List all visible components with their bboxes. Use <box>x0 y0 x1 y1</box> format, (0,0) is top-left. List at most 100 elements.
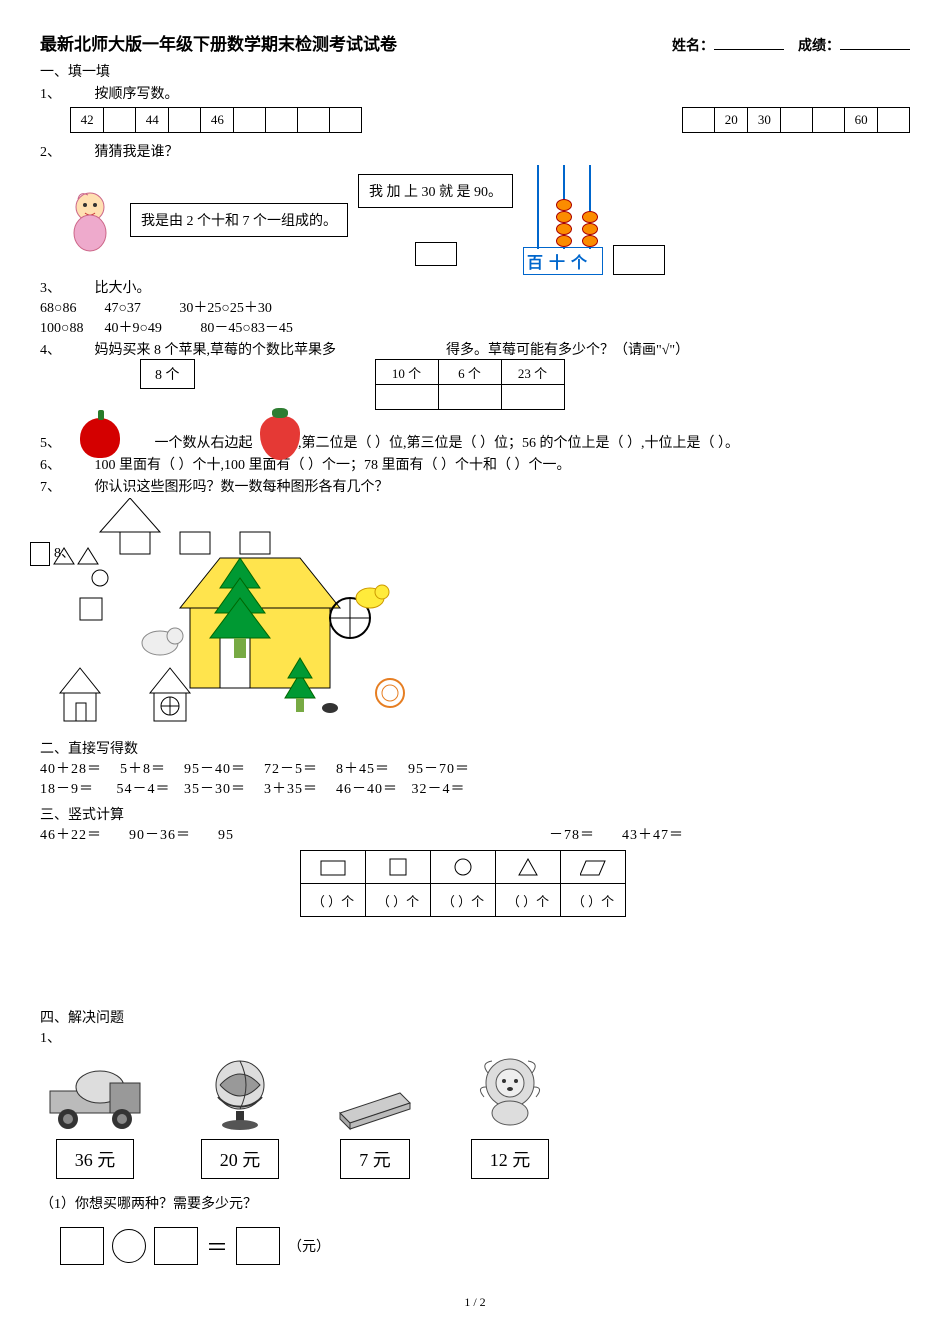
cell[interactable]: 46 <box>201 108 234 133</box>
eq-result[interactable] <box>236 1227 280 1265</box>
opt: 23 个 <box>501 360 564 385</box>
q1-text: 按顺序写数。 <box>95 87 179 102</box>
cell[interactable]: 42 <box>71 108 104 133</box>
opt: 10 个 <box>375 360 438 385</box>
q5: 5、 一个数从右边起（ ）位,第二位是（ ）位,第三位是（ ）位；56 的个位上… <box>40 432 910 452</box>
s2-row2[interactable]: 18－9＝ 54－4＝ 35－30＝ 3＋35＝ 46－40＝ 32－4＝ <box>40 778 910 798</box>
eq-op[interactable] <box>112 1229 146 1263</box>
item-lion: 12 元 <box>470 1053 550 1179</box>
q5-text[interactable]: 一个数从右边起（ ）位,第二位是（ ）位,第三位是（ ）位；56 的个位上是（ … <box>155 436 740 451</box>
q4-text-a: 妈妈买来 8 个苹果,草莓的个数比苹果多 <box>95 343 337 358</box>
count-cell[interactable]: （ ）个 <box>431 884 496 917</box>
price-row: 36 元 20 元 7 元 <box>40 1053 910 1179</box>
count-cell[interactable]: （ ）个 <box>301 884 366 917</box>
q3-line2[interactable]: 100○88 40＋9○49 80－45○83－45 <box>40 321 293 336</box>
q7: 7、 你认识这些图形吗？数一数每种图形各有几个？ <box>40 476 910 496</box>
q7-text: 你认识这些图形吗？数一数每种图形各有几个？ <box>95 480 389 495</box>
s3-eq[interactable]: 46＋22＝ 90－36＝ 95 －78＝ 43＋47＝ <box>40 824 684 844</box>
s4-q1-sub1: （1）你想买哪两种？需要多少元？ <box>40 1193 910 1213</box>
price-2: 20 元 <box>201 1139 280 1179</box>
square-icon <box>366 851 431 884</box>
q3-line1[interactable]: 68○86 47○37 30＋25○25＋30 <box>40 301 272 316</box>
cell[interactable]: 44 <box>136 108 169 133</box>
section-2-heading: 二、直接写得数 <box>40 738 910 758</box>
score-blank[interactable] <box>840 35 910 50</box>
eq-box1[interactable] <box>60 1227 104 1265</box>
parallelogram-icon <box>561 851 626 884</box>
cell[interactable] <box>330 108 362 133</box>
cell[interactable] <box>234 108 266 133</box>
opt-check[interactable] <box>438 385 501 410</box>
name-field: 姓名： 成绩： <box>672 35 910 55</box>
cell[interactable] <box>813 108 845 133</box>
q3-num: 3、 <box>40 281 61 296</box>
s2-row1[interactable]: 40＋28＝ 5＋8＝ 95－40＝ 72－5＝ 8＋45＝ 95－70＝ <box>40 758 910 778</box>
name-blank[interactable] <box>714 35 784 50</box>
count-cell[interactable]: （ ）个 <box>561 884 626 917</box>
equation-row[interactable]: ＝ （元） <box>60 1227 910 1265</box>
cell[interactable]: 30 <box>748 108 781 133</box>
q6: 6、 100 里面有（ ）个十,100 里面有（ ）个一；78 里面有（ ）个十… <box>40 454 910 474</box>
q2-abacus-answer[interactable] <box>613 245 665 275</box>
rect-icon <box>301 851 366 884</box>
price-4: 12 元 <box>471 1139 550 1179</box>
q6-num: 6、 <box>40 458 61 473</box>
price-3: 7 元 <box>340 1139 410 1179</box>
opt: 6 个 <box>438 360 501 385</box>
section-3: 三、竖式计算 46＋22＝ 90－36＝ 95 －78＝ 43＋47＝ <box>40 804 910 917</box>
eq-box2[interactable] <box>154 1227 198 1265</box>
q3: 3、 比大小。 68○86 47○37 30＋25○25＋30 100○88 4… <box>40 277 910 337</box>
q2-bubble2: 我 加 上 30 就 是 90。 <box>358 174 513 208</box>
count-cell[interactable]: （ ）个 <box>366 884 431 917</box>
s4-q1-num: 1、 <box>40 1027 910 1047</box>
cell[interactable] <box>266 108 298 133</box>
price-1: 36 元 <box>56 1139 135 1179</box>
section-1: 一、填一填 1、 按顺序写数。 42 44 46 <box>40 61 910 728</box>
cell[interactable]: 60 <box>845 108 878 133</box>
cell[interactable] <box>781 108 813 133</box>
section-2: 二、直接写得数 40＋28＝ 5＋8＝ 95－40＝ 72－5＝ 8＋45＝ 9… <box>40 738 910 798</box>
q7-num: 7、 <box>40 480 61 495</box>
apple-count-label: 8 个 <box>140 359 195 389</box>
opt-check[interactable] <box>501 385 564 410</box>
opt-check[interactable] <box>375 385 438 410</box>
section-3-heading: 三、竖式计算 <box>40 804 910 824</box>
baby-icon <box>60 185 120 255</box>
shape-count-table[interactable]: （ ）个 （ ）个 （ ）个 （ ）个 （ ）个 <box>300 850 626 917</box>
q6-text[interactable]: 100 里面有（ ）个十,100 里面有（ ）个一；78 里面有（ ）个十和（ … <box>95 458 571 473</box>
section-1-heading: 一、填一填 <box>40 61 910 81</box>
cell[interactable] <box>298 108 330 133</box>
q2-text: 猜猜我是谁？ <box>95 145 179 160</box>
q2-answer2[interactable] <box>415 242 457 266</box>
q1-num: 1、 <box>40 87 61 102</box>
item-globe: 20 元 <box>200 1053 280 1179</box>
apple-icon <box>80 418 120 458</box>
count-cell[interactable]: （ ）个 <box>496 884 561 917</box>
item-truck: 36 元 <box>40 1063 150 1179</box>
q2: 2、 猜猜我是谁？ 我是由 2 个十和 7 个一组成的。 我 加 上 30 就 … <box>40 141 910 275</box>
abacus-icon: 百十个 <box>523 165 603 275</box>
shapes-figure <box>40 498 420 728</box>
q1: 1、 按顺序写数。 42 44 46 20 <box>40 83 910 133</box>
abacus-label: 百十个 <box>527 249 593 273</box>
cell[interactable] <box>169 108 201 133</box>
cell[interactable] <box>683 108 715 133</box>
section-4: 四、解决问题 1、 36 元 20 元 <box>40 1007 910 1265</box>
eq-unit: （元） <box>288 1236 330 1256</box>
q4-text-b: 得多。草莓可能有多少个？（请画"√"） <box>446 339 689 359</box>
q1-row-a[interactable]: 42 44 46 <box>70 107 362 133</box>
q1-row-b[interactable]: 20 30 60 <box>682 107 910 133</box>
circle-icon <box>431 851 496 884</box>
page-footer: 1 / 2 <box>40 1295 910 1310</box>
q4-options[interactable]: 10 个 6 个 23 个 <box>375 359 565 410</box>
cell[interactable] <box>104 108 136 133</box>
q3-text: 比大小。 <box>95 281 151 296</box>
cell[interactable] <box>878 108 910 133</box>
score-label: 成绩： <box>798 39 840 54</box>
item-pencilcase: 7 元 <box>330 1083 420 1179</box>
q2-num: 2、 <box>40 145 61 160</box>
cell[interactable]: 20 <box>715 108 748 133</box>
page-title: 最新北师大版一年级下册数学期末检测考试试卷 <box>40 30 397 55</box>
name-label: 姓名： <box>672 39 714 54</box>
q4-num: 4、 <box>40 343 61 358</box>
